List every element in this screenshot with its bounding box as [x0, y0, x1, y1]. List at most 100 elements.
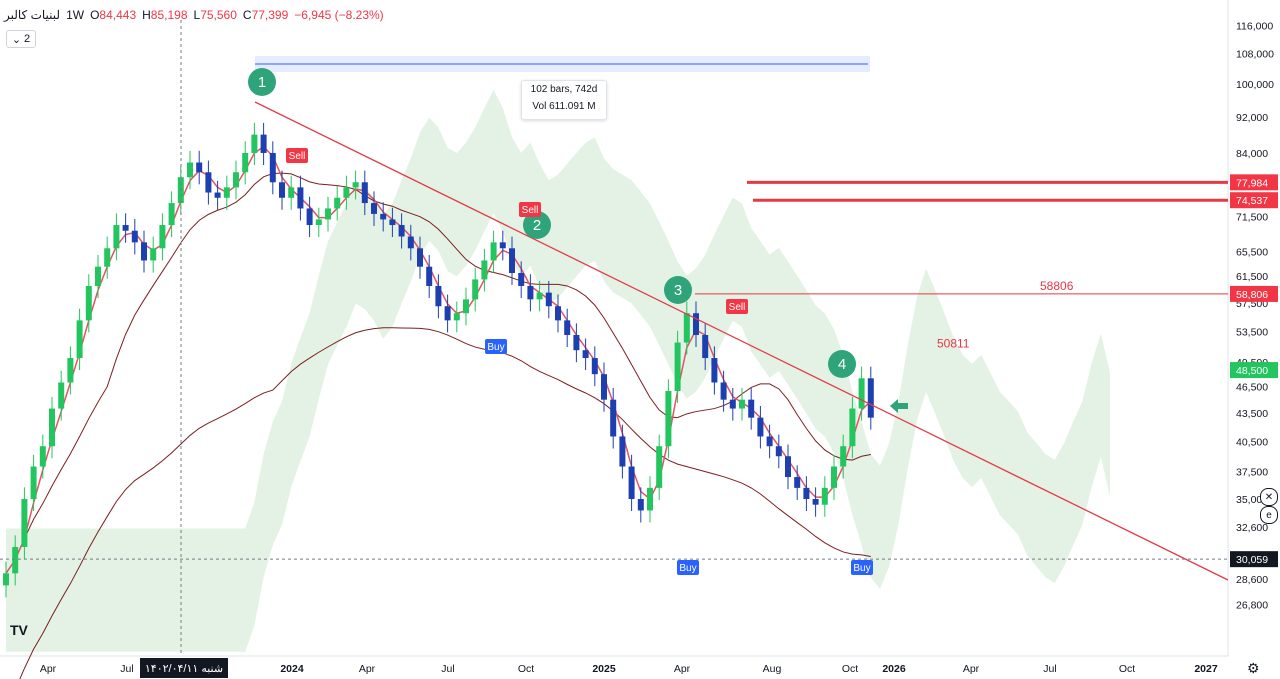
symbol-name[interactable]: لبنیات کالبر	[4, 8, 61, 22]
kijun-line	[5, 172, 871, 574]
price-label: 58,806	[1236, 289, 1268, 301]
tradingview-logo[interactable]: TV	[10, 622, 28, 638]
candle	[555, 306, 561, 321]
cloud-area	[6, 89, 1110, 652]
candle	[444, 306, 451, 321]
candle	[573, 335, 580, 351]
low-value: 75,560	[200, 8, 237, 22]
candle	[637, 499, 644, 511]
candle	[306, 208, 313, 226]
candle	[196, 162, 203, 173]
y-tick-label: 32,600	[1236, 522, 1268, 534]
candle	[674, 342, 681, 391]
candle	[141, 242, 147, 261]
signal-label: Sell	[522, 205, 539, 216]
legend: لبنیات کالبر 1W O84,443 H85,198 L75,560 …	[4, 8, 384, 22]
interval-label[interactable]: 1W	[66, 8, 85, 22]
x-tick-label: Apr	[674, 663, 691, 675]
arrow-left-icon	[890, 399, 908, 413]
candle	[214, 192, 221, 198]
candle	[95, 266, 101, 286]
x-tick-label: Jul	[441, 663, 454, 675]
candle	[325, 208, 331, 220]
candle	[435, 285, 442, 307]
e-icon[interactable]: e	[1260, 506, 1278, 524]
y-tick-label: 46,500	[1236, 382, 1268, 394]
price-label-box	[1230, 551, 1278, 568]
signal-label: Buy	[679, 563, 696, 574]
y-tick-label: 71,500	[1236, 212, 1268, 224]
crosshair-date-label: شنبه ۱۴۰۲/۰۴/۱۱	[140, 658, 228, 678]
marker-label-3: 3	[674, 282, 682, 299]
ichimoku-cloud	[6, 89, 1110, 652]
marker-label-2: 2	[533, 217, 541, 234]
chevron-down-icon: ⌄	[11, 33, 22, 46]
indicator-count: 2	[24, 33, 31, 45]
open-label: O	[90, 8, 100, 22]
candle	[104, 248, 111, 267]
signal-sell	[286, 148, 308, 163]
candle	[849, 408, 856, 447]
candle	[463, 299, 469, 314]
candle	[315, 219, 322, 226]
candle	[380, 213, 387, 220]
candle	[729, 399, 736, 409]
y-tick-label: 40,500	[1236, 436, 1268, 448]
candle	[739, 399, 745, 409]
high-value: 85,198	[150, 8, 188, 22]
candle	[831, 466, 837, 488]
candle	[619, 436, 626, 467]
candle	[803, 487, 810, 500]
candle	[49, 408, 55, 447]
marker-label-4: 4	[838, 356, 846, 373]
y-tick-label: 108,000	[1236, 49, 1274, 61]
y-tick-label: 84,000	[1236, 148, 1268, 160]
x-tick-label: Oct	[842, 663, 858, 675]
x-tick-label: 2026	[882, 663, 906, 675]
candle	[67, 358, 74, 383]
candle	[260, 134, 267, 153]
x-tick-label: 2025	[592, 663, 616, 675]
x-tick-label: Jul	[1043, 663, 1056, 675]
price-label: 74,537	[1236, 195, 1268, 207]
candle	[426, 266, 433, 286]
candle	[720, 382, 727, 400]
x-ticks: Apr Jul 2024 Apr Jul Oct 2025 Apr Aug Oct 2026 Apr J…	[40, 663, 1218, 675]
candle	[775, 446, 782, 457]
candle	[122, 225, 129, 231]
x-tick-label: Oct	[1119, 663, 1135, 675]
candle	[417, 248, 423, 267]
x-tick-label: 2027	[1194, 663, 1218, 675]
price-label-box	[1230, 174, 1278, 191]
candle	[407, 236, 414, 249]
measure-bars: 102 bars, 742d	[530, 84, 598, 95]
close-icon[interactable]: ✕	[1260, 488, 1278, 506]
candle	[76, 320, 83, 359]
candle	[352, 182, 359, 188]
candle	[389, 219, 396, 226]
marker-3	[664, 276, 692, 304]
candle	[665, 390, 672, 447]
candle	[3, 573, 9, 586]
candle	[131, 230, 138, 243]
level-annotation-58806: 58806	[1040, 279, 1074, 293]
candle	[242, 152, 249, 173]
candle	[867, 378, 874, 418]
candle	[490, 242, 497, 261]
candle	[840, 446, 847, 467]
y-tick-label: 100,000	[1236, 79, 1274, 91]
gear-icon[interactable]: ⚙	[1247, 660, 1260, 676]
candle	[12, 546, 19, 574]
candle	[601, 374, 607, 400]
candle	[472, 279, 479, 300]
high-label: H	[142, 8, 151, 22]
resistance-trendline	[254, 101, 1229, 581]
close-value: 77,399	[251, 8, 289, 22]
open-value: 84,443	[99, 8, 137, 22]
collapse-indicators-button[interactable]: ⌄ 2	[6, 30, 36, 48]
candle	[361, 182, 368, 204]
price-label-box	[1230, 192, 1278, 209]
candle	[812, 499, 819, 505]
candle	[785, 456, 791, 478]
